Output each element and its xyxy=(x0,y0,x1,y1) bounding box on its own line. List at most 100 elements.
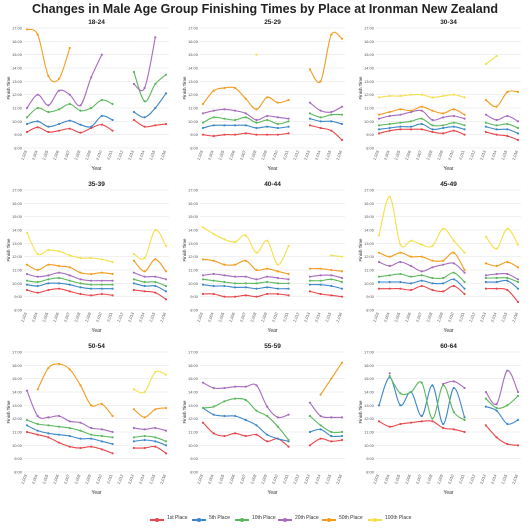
y-tick-label: 8:00 xyxy=(14,470,23,475)
y-tick-label: 14:00 xyxy=(364,66,375,71)
series-20th-place-line xyxy=(26,390,113,433)
x-tick-label: 2,014 xyxy=(313,149,321,161)
series-100th-place-line xyxy=(26,232,113,263)
series-5th-place-line xyxy=(485,406,519,425)
series-100th-place-line xyxy=(485,55,497,65)
y-tick-label: 9:00 xyxy=(366,294,375,299)
y-axis-label: Finish Time xyxy=(182,76,187,100)
x-axis-label: Year xyxy=(91,166,101,172)
x-tick-label: 2,015 xyxy=(324,311,332,323)
series-10th-place-line xyxy=(485,277,519,283)
series-20th-place-line xyxy=(485,114,519,122)
x-tick-label: 2,015 xyxy=(148,473,156,485)
x-tick-label: 2,008 xyxy=(249,149,257,161)
x-tick-label: 2,008 xyxy=(249,311,257,323)
y-tick-label: 15:00 xyxy=(188,376,199,381)
panel-18-24: 18-24 8:00 9:00 10:00 11:00 12:00 13:00 14:00 15… xyxy=(6,19,169,172)
series-50th-place-line xyxy=(309,268,343,272)
series-10th-place-line xyxy=(309,415,343,434)
y-axis-label: Finish Time xyxy=(358,400,363,424)
x-tick-label: 2,011 xyxy=(281,311,289,323)
series-5th-place-line xyxy=(202,124,289,129)
y-tick-label: 8:00 xyxy=(190,308,199,313)
x-tick-label: 2,016 xyxy=(511,473,519,485)
x-tick-label: 2,006 xyxy=(52,311,60,323)
x-tick-label: 2,004 xyxy=(207,149,215,161)
legend-swatch-dot xyxy=(327,517,331,522)
y-tick-label: 10:00 xyxy=(188,119,199,124)
x-tick-label: 2,006 xyxy=(52,149,60,161)
series-50th-place-line xyxy=(202,86,289,110)
x-tick-label: 2,016 xyxy=(335,311,343,323)
y-tick-label: 14:00 xyxy=(12,228,23,233)
y-axis-label: Finish Time xyxy=(182,238,187,262)
y-tick-label: 9:00 xyxy=(366,132,375,137)
series-20th-place-line xyxy=(309,402,343,419)
series-1st-place-line xyxy=(309,438,343,446)
series-100th-place-line xyxy=(378,196,465,254)
x-tick-label: 2,010 xyxy=(447,149,455,161)
panel-50-54: 50-54 8:00 9:00 10:00 11:00 12:00 13:00 14:00 15… xyxy=(6,343,169,496)
panel-30-34: 30-34 8:00 9:00 10:00 11:00 12:00 13:00 14:00 15… xyxy=(358,19,521,172)
panel-title: 35-39 xyxy=(88,181,105,188)
panel-title: 45-49 xyxy=(440,181,457,188)
y-tick-label: 17:00 xyxy=(364,350,375,355)
x-tick-label: 2,016 xyxy=(159,473,167,485)
y-tick-label: 11:00 xyxy=(364,106,374,111)
y-tick-label: 10:00 xyxy=(188,281,199,286)
x-tick-label: 2,009 xyxy=(260,149,268,161)
y-tick-label: 8:00 xyxy=(14,146,23,151)
x-tick-label: 2,009 xyxy=(84,149,92,161)
y-tick-label: 13:00 xyxy=(12,79,23,84)
x-tick-label: 2,008 xyxy=(425,473,433,485)
x-tick-label: 2,015 xyxy=(324,149,332,161)
legend-label: 1st Place xyxy=(167,515,188,521)
x-tick-label: 2,004 xyxy=(207,473,215,485)
x-tick-label: 2,013 xyxy=(479,473,487,485)
y-tick-label: 15:00 xyxy=(188,52,199,57)
series-10th-place-line xyxy=(485,122,519,129)
series-10th-place-line xyxy=(389,375,465,421)
y-axis-label: Finish Time xyxy=(6,400,11,424)
series-1st-place-line xyxy=(202,422,289,448)
y-tick-label: 14:00 xyxy=(364,228,375,233)
y-tick-label: 17:00 xyxy=(12,350,23,355)
y-tick-label: 12:00 xyxy=(12,254,23,259)
y-tick-label: 12:00 xyxy=(12,92,23,97)
series-50th-place-line xyxy=(133,258,167,272)
x-tick-label: 2,011 xyxy=(281,149,289,161)
x-tick-label: 2,003 xyxy=(196,149,204,161)
series-1st-place-line xyxy=(133,289,167,300)
x-tick-label: 2,007 xyxy=(63,311,71,323)
legend-swatch-dot xyxy=(155,517,159,522)
series-5th-place-line xyxy=(309,428,343,438)
x-tick-label: 2,008 xyxy=(249,473,257,485)
y-tick-label: 13:00 xyxy=(188,403,199,408)
y-tick-label: 13:00 xyxy=(12,403,23,408)
x-tick-label: 2,009 xyxy=(436,473,444,485)
x-tick-label: 2,012 xyxy=(292,149,300,161)
series-1st-place-line xyxy=(485,288,519,303)
x-tick-label: 2,013 xyxy=(127,149,135,161)
series-100th-place-line xyxy=(331,254,343,258)
x-tick-label: 2,016 xyxy=(335,149,343,161)
series-50th-place-line xyxy=(26,263,113,275)
y-tick-label: 12:00 xyxy=(364,416,375,421)
panel-title: 18-24 xyxy=(88,19,105,26)
y-tick-label: 14:00 xyxy=(188,66,199,71)
x-axis-label: Year xyxy=(267,166,277,172)
series-5th-place-line xyxy=(26,424,113,445)
series-1st-place-line xyxy=(26,288,113,296)
series-1st-place-line xyxy=(378,285,465,295)
y-tick-label: 8:00 xyxy=(366,146,375,151)
series-1st-place-line xyxy=(309,290,343,298)
series-20th-place-line xyxy=(202,108,289,121)
x-axis-label: Year xyxy=(443,328,453,334)
x-tick-label: 2,013 xyxy=(303,149,311,161)
x-tick-label: 2,014 xyxy=(489,473,497,485)
y-tick-label: 8:00 xyxy=(190,470,199,475)
y-tick-label: 10:00 xyxy=(12,119,23,124)
x-axis-label: Year xyxy=(443,490,453,496)
series-10th-place-line xyxy=(309,112,343,118)
x-tick-label: 2,015 xyxy=(500,473,508,485)
